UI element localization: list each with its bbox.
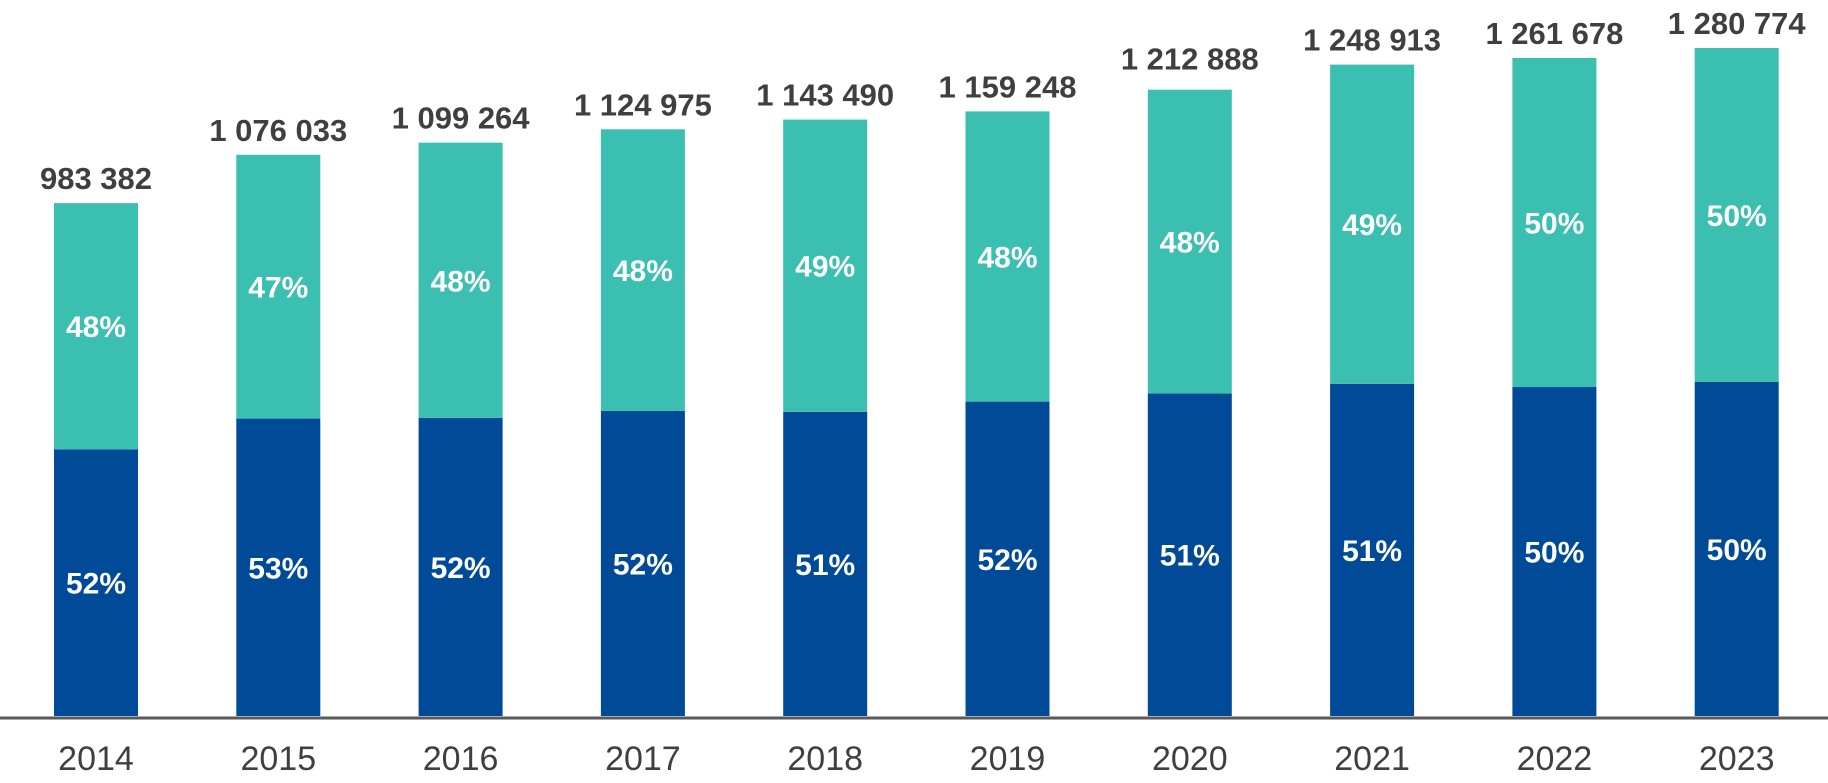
bar-segment-bottom-2015 — [236, 418, 321, 716]
bar-segment-top-2019 — [965, 111, 1050, 402]
year-label-2018: 2018 — [787, 740, 863, 778]
percent-label-bottom-2016: 52% — [431, 552, 491, 585]
year-label-2019: 2019 — [970, 740, 1046, 778]
year-label-2015: 2015 — [240, 740, 316, 778]
bars-layer — [54, 48, 1779, 716]
percent-label-top-2023: 50% — [1707, 200, 1767, 233]
total-label-2021: 1 248 913 — [1303, 23, 1441, 58]
percent-label-bottom-2017: 52% — [613, 548, 673, 581]
total-label-2014: 983 382 — [40, 161, 152, 196]
percent-labels-layer: 52% 48% 53% 47% 52% 48% 52% 48% 51% 49% 52% 48% 51% 4… — [66, 200, 1767, 601]
bar-segment-bottom-2018 — [783, 411, 868, 716]
percent-label-top-2016: 48% — [431, 265, 491, 298]
bar-segment-top-2021 — [1330, 64, 1415, 384]
bar-segment-bottom-2017 — [600, 410, 685, 716]
percent-label-bottom-2015: 53% — [248, 552, 308, 585]
percent-label-bottom-2019: 52% — [977, 544, 1037, 577]
total-label-2015: 1 076 033 — [209, 113, 347, 148]
bar-segment-top-2023 — [1694, 48, 1779, 382]
percent-label-bottom-2014: 52% — [66, 568, 126, 601]
percent-label-bottom-2018: 51% — [795, 549, 855, 582]
percent-label-top-2022: 50% — [1524, 208, 1584, 241]
year-label-2020: 2020 — [1152, 740, 1228, 778]
x-axis-tick-labels: 2014 2015 2016 2017 2018 2019 2020 2021 2022 2023 — [58, 740, 1774, 778]
year-label-2014: 2014 — [58, 740, 134, 778]
percent-label-bottom-2021: 51% — [1342, 535, 1402, 568]
percent-label-bottom-2020: 51% — [1160, 540, 1220, 573]
year-label-2023: 2023 — [1699, 740, 1775, 778]
bar-segment-top-2014 — [54, 203, 138, 450]
percent-label-top-2019: 48% — [977, 242, 1037, 275]
year-label-2021: 2021 — [1334, 740, 1410, 778]
percent-label-top-2018: 49% — [795, 251, 855, 284]
bar-segment-bottom-2016 — [418, 417, 503, 716]
percent-label-top-2014: 48% — [66, 311, 126, 344]
total-label-2016: 1 099 264 — [392, 101, 531, 136]
year-label-2016: 2016 — [423, 740, 499, 778]
percent-label-bottom-2023: 50% — [1707, 534, 1767, 567]
total-label-2019: 1 159 248 — [939, 69, 1077, 104]
year-label-2017: 2017 — [605, 740, 681, 778]
bar-segment-bottom-2020 — [1147, 393, 1232, 716]
bar-segment-bottom-2021 — [1330, 383, 1415, 716]
total-label-2018: 1 143 490 — [756, 78, 894, 113]
bar-segment-top-2020 — [1147, 89, 1232, 394]
total-label-2020: 1 212 888 — [1121, 41, 1259, 76]
bar-segment-bottom-2019 — [965, 401, 1050, 716]
total-label-2023: 1 280 774 — [1668, 6, 1807, 41]
total-labels-layer: 983 382 1 076 033 1 099 264 1 124 975 1 143 … — [40, 6, 1806, 196]
percent-label-top-2020: 48% — [1160, 227, 1220, 260]
bar-segment-top-2016 — [418, 142, 503, 418]
bar-segment-top-2018 — [783, 119, 868, 412]
bar-segment-top-2022 — [1512, 58, 1597, 387]
bar-segment-top-2017 — [600, 129, 685, 411]
percent-label-top-2015: 47% — [248, 272, 308, 305]
bar-segment-bottom-2023 — [1694, 382, 1779, 716]
bar-segment-top-2015 — [236, 154, 321, 419]
percent-label-top-2017: 48% — [613, 255, 673, 288]
total-label-2022: 1 261 678 — [1485, 16, 1623, 51]
percent-label-top-2021: 49% — [1342, 209, 1402, 242]
year-label-2022: 2022 — [1517, 740, 1593, 778]
bar-segment-bottom-2022 — [1512, 387, 1597, 716]
total-label-2017: 1 124 975 — [574, 87, 712, 122]
bar-segment-bottom-2014 — [54, 449, 138, 716]
percent-label-bottom-2022: 50% — [1524, 537, 1584, 570]
